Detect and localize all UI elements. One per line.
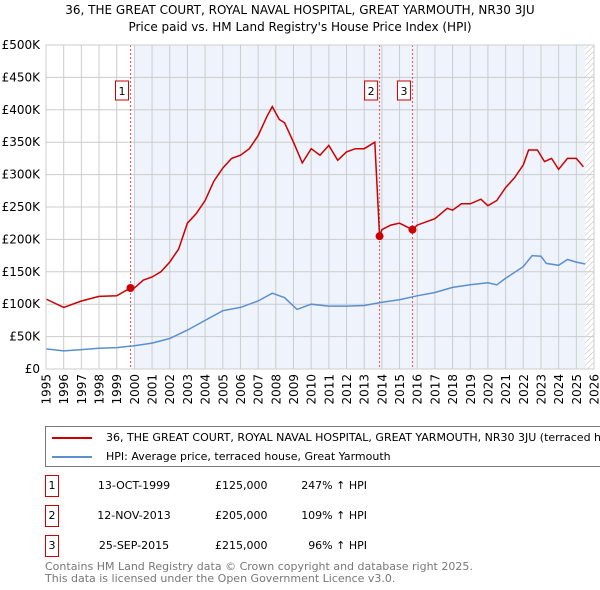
transaction-hpi-diff: 247% ↑ HPI — [301, 479, 367, 492]
legend-line-blue — [52, 455, 92, 458]
transaction-date: 25-SEP-2015 — [98, 539, 170, 552]
x-tick-label: 2007 — [252, 374, 266, 405]
footer-licence: This data is licensed under the Open Gov… — [45, 572, 396, 585]
transaction-date: 12-NOV-2013 — [97, 509, 171, 522]
x-tick-label: 2024 — [552, 374, 566, 405]
x-tick-label: 2008 — [269, 374, 283, 405]
sale-point — [126, 284, 135, 292]
legend-item-hpi: HPI: Average price, terraced house, Grea… — [52, 450, 391, 463]
x-tick-label: 2005 — [216, 374, 230, 405]
legend-label: HPI: Average price, terraced house, Grea… — [106, 450, 391, 463]
y-tick-label: £150K — [2, 265, 42, 279]
x-tick-label: 2019 — [464, 374, 478, 405]
y-tick-label: £400K — [2, 103, 42, 117]
chart-title: 36, THE GREAT COURT, ROYAL NAVAL HOSPITA… — [65, 3, 535, 17]
footer-copyright: Contains HM Land Registry data © Crown c… — [45, 560, 473, 573]
transaction-hpi-diff: 96% ↑ HPI — [308, 539, 367, 552]
x-tick-label: 2004 — [199, 374, 213, 405]
x-tick-label: 2018 — [446, 374, 460, 405]
legend: 36, THE GREAT COURT, ROYAL NAVAL HOSPITA… — [45, 426, 600, 467]
transaction-date: 13-OCT-1999 — [97, 479, 171, 492]
x-tick-label: 2021 — [499, 374, 513, 405]
property-price-line — [45, 105, 584, 309]
y-tick-label: £0 — [25, 362, 40, 376]
y-tick-label: £200K — [2, 232, 42, 246]
x-tick-label: 1995 — [40, 374, 54, 405]
x-tick-label: 2026 — [588, 374, 600, 405]
y-tick-label: £50K — [9, 330, 41, 344]
sale-label: 1 — [118, 85, 125, 98]
x-tick-label: 2022 — [517, 374, 531, 405]
price-chart: 1995 1996 1997 1998 1999 2000 2001 2002 2003 2004… — [2, 38, 600, 405]
x-tick-label: 2017 — [428, 374, 442, 405]
x-tick-label: 2012 — [340, 374, 354, 405]
transaction-marker: 3 — [45, 535, 59, 557]
y-tick-label: £350K — [2, 135, 42, 149]
y-tick-label: £450K — [2, 70, 42, 84]
legend-label: 36, THE GREAT COURT, ROYAL NAVAL HOSPITA… — [106, 431, 600, 444]
transaction-price: £205,000 — [215, 509, 268, 522]
hpi-line — [45, 254, 586, 352]
sale-label: 3 — [400, 85, 407, 98]
sale-label-box — [114, 80, 129, 101]
y-tick-label: £250K — [2, 200, 42, 214]
x-tick-label: 2001 — [146, 374, 160, 405]
transaction-marker: 2 — [45, 505, 59, 527]
legend-item-property: 36, THE GREAT COURT, ROYAL NAVAL HOSPITA… — [52, 431, 600, 444]
x-tick-label: 2002 — [163, 374, 177, 405]
x-tick-label: 2015 — [393, 374, 407, 405]
x-tick-label: 1997 — [75, 374, 89, 405]
x-tick-label: 2009 — [287, 374, 301, 405]
x-tick-label: 2013 — [358, 374, 372, 405]
chart-subtitle: Price paid vs. HM Land Registry's House … — [128, 20, 472, 34]
transaction-price: £215,000 — [215, 539, 268, 552]
sale-label: 2 — [368, 85, 375, 98]
x-tick-label: 2000 — [128, 374, 142, 405]
transaction-price: £125,000 — [215, 479, 268, 492]
x-tick-label: 2014 — [375, 374, 389, 405]
y-tick-label: £300K — [2, 168, 42, 182]
plot-border — [45, 44, 595, 370]
x-tick-label: 1996 — [57, 374, 71, 405]
x-tick-label: 2011 — [322, 374, 336, 405]
sale-point — [408, 225, 417, 234]
legend-line-red — [52, 436, 92, 439]
sale-point — [375, 232, 384, 241]
x-tick-label: 2023 — [535, 374, 549, 405]
x-tick-label: 1998 — [93, 374, 107, 405]
x-tick-label: 2010 — [305, 374, 319, 405]
x-tick-label: 2003 — [181, 374, 195, 405]
x-tick-label: 2006 — [234, 374, 248, 405]
y-tick-label: £100K — [2, 297, 42, 311]
footer: Contains HM Land Registry data © Crown c… — [45, 561, 473, 585]
y-tick-label: £500K — [2, 38, 42, 52]
sale-label-box — [396, 80, 411, 101]
x-tick-label: 2016 — [411, 374, 425, 405]
x-tick-label: 1999 — [110, 374, 124, 405]
transaction-marker: 1 — [45, 475, 59, 497]
x-tick-label: 2025 — [570, 374, 584, 405]
x-tick-label: 2020 — [481, 374, 495, 405]
transaction-hpi-diff: 109% ↑ HPI — [301, 509, 367, 522]
sale-label-box — [364, 80, 379, 101]
